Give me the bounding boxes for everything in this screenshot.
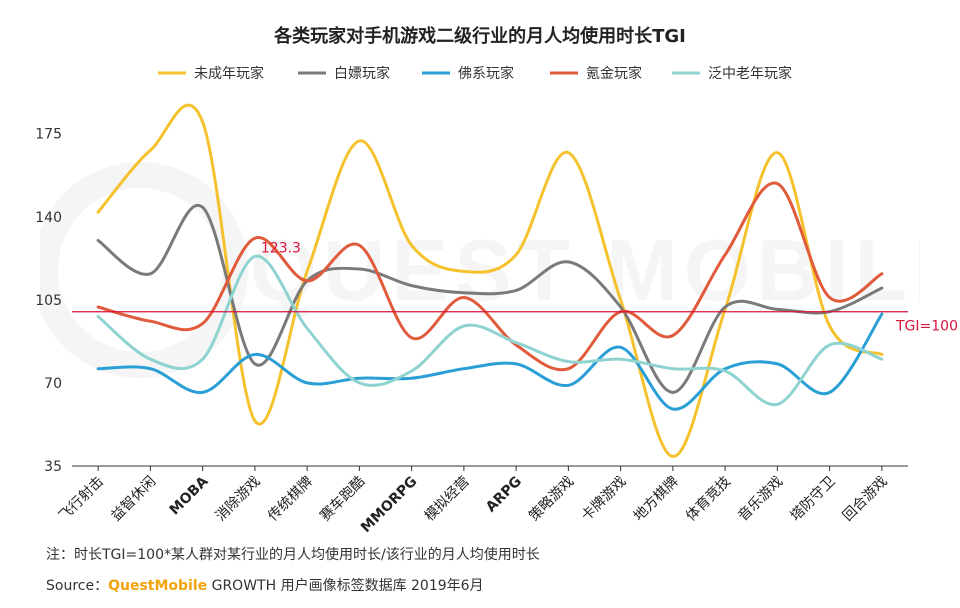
series-lines [96,103,884,458]
y-tick-label: 105 [35,293,62,309]
source-rest: GROWTH 用户画像标签数据库 2019年6月 [207,578,484,594]
series-line-3 [96,312,884,411]
y-tick-label: 175 [35,127,62,143]
series-line-4 [96,181,884,372]
source-line: Source：QuestMobile GROWTH 用户画像标签数据库 2019… [46,575,484,595]
y-tick-label: 70 [44,376,62,392]
x-tick-label: 益智休闲 [108,474,159,525]
chart-title: 各类玩家对手机游戏二级行业的月人均使用时长TGI [273,25,686,47]
x-tick-label: MMORPG [358,474,420,536]
legend-label: 氪金玩家 [586,65,642,82]
axes: 35 70 105 140 175 飞行射击 益智休闲 MOBA 消除游戏 传统棋牌 赛车跑酷MMO… [35,127,908,536]
legend-label: 白嫖玩家 [334,65,390,82]
footnote: 注：时长TGI=100*某人群对某行业的月人均使用时长/该行业的月人均使用时长 [46,547,540,563]
x-tick-label: 塔防守卫 [788,474,839,525]
x-tick-label: 地方棋牌 [630,473,682,525]
source-prefix: Source： [46,578,109,594]
x-tick-label: 赛车跑酷 [317,473,369,525]
legend-label: 佛系玩家 [458,65,514,82]
source-brand: QuestMobile [108,578,208,594]
x-tick-label: 回合游戏 [840,474,891,525]
tgi-reference-label: TGI=100 [895,319,958,335]
series-line-2 [96,203,884,394]
legend-label: 泛中老年玩家 [708,65,792,82]
x-tick-label: 卡牌游戏 [578,473,630,525]
x-tick-label: ARPG [483,474,525,516]
x-tick-label: 传统棋牌 [264,473,316,525]
legend-label: 未成年玩家 [194,65,264,82]
annotation-label: 123.3 [261,240,301,256]
y-tick-label: 35 [44,459,62,475]
series-line-1 [96,103,884,458]
x-tick-label: MOBA [167,473,212,518]
x-tick-label: 体育竞技 [682,473,734,525]
x-tick-label: 模拟经营 [422,474,473,525]
legend: 未成年玩家 白嫖玩家 佛系玩家 氪金玩家 泛中老年玩家 [158,65,792,82]
reference-line-group: TGI=100 123.3 [72,240,958,335]
x-tick-label: 策略游戏 [526,473,578,525]
x-tick-label: 飞行射击 [56,474,107,525]
line-chart: 各类玩家对手机游戏二级行业的月人均使用时长TGI 未成年玩家 白嫖玩家 佛系玩家 氪金… [35,25,958,536]
y-tick-label: 140 [35,210,62,226]
x-tick-label: 音乐游戏 [735,473,787,525]
x-tick-label: 消除游戏 [213,474,264,525]
series-line-5 [96,254,884,406]
